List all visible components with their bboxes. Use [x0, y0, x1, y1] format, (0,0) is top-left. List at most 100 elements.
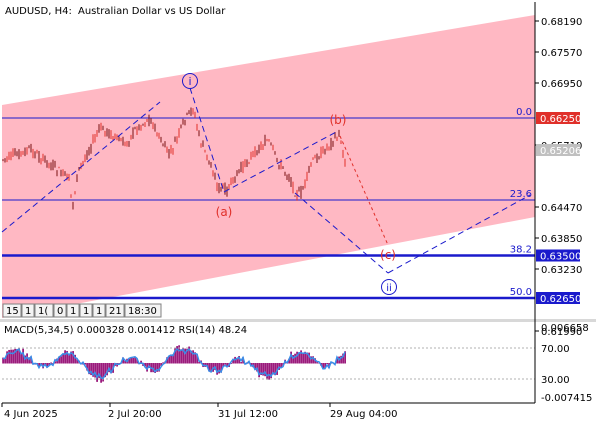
indicator-label: MACD(5,34,5) 0.000328 0.001412 RSI(14) 4… — [4, 325, 247, 336]
macd-bar — [122, 357, 124, 364]
toolbar-button[interactable] — [53, 303, 67, 318]
macd-bar — [94, 363, 96, 378]
macd-bar — [146, 363, 148, 372]
macd-bar — [308, 352, 310, 364]
price-tick-label: 0.61990 — [541, 327, 582, 338]
wave-label-ii: ii — [381, 279, 397, 295]
toolbar-button[interactable] — [124, 303, 162, 318]
macd-bar — [62, 353, 64, 364]
macd-bar — [186, 348, 188, 364]
macd-bar — [110, 363, 112, 374]
macd-bar — [264, 363, 266, 377]
macd-bar — [226, 363, 228, 367]
toolbar-button[interactable] — [21, 303, 35, 318]
macd-bar — [182, 347, 184, 364]
macd-bar — [20, 353, 22, 364]
macd-bar — [96, 363, 98, 382]
macd-bar — [102, 363, 104, 382]
panel-separator[interactable] — [0, 319, 596, 322]
toolbar-button[interactable] — [2, 303, 22, 318]
macd-bar — [176, 346, 178, 364]
macd-bar — [340, 355, 342, 364]
macd-bar — [324, 363, 326, 369]
current-price-tag: 0.65206 — [536, 144, 581, 157]
toolbar-button-label: 15 — [6, 306, 19, 317]
macd-bar — [188, 346, 190, 364]
macd-bar — [274, 363, 276, 376]
wave-label-b: (b) — [330, 113, 347, 127]
macd-bar — [272, 363, 274, 375]
macd-bar — [210, 363, 212, 373]
price-tick-label: 0.63230 — [541, 265, 582, 276]
macd-bar — [180, 349, 182, 364]
macd-bar — [278, 363, 280, 370]
macd-bar — [124, 360, 126, 364]
macd-bar — [196, 354, 198, 364]
toolbar-button[interactable] — [92, 303, 106, 318]
macd-bar — [316, 361, 318, 364]
time-axis[interactable]: 4 Jun 2025 2 Jul 20:00 31 Jul 12:00 29 A… — [1, 403, 397, 420]
toolbar-button[interactable] — [66, 303, 80, 318]
toolbar-button-label: 1 — [25, 306, 31, 317]
macd-bar — [300, 350, 302, 364]
toolbar-button-label: 1 — [96, 306, 102, 317]
macd-bar — [190, 350, 192, 364]
macd-bar — [262, 363, 264, 376]
price-axis[interactable]: 0.681900.675700.669500.657100.644700.638… — [535, 17, 582, 338]
macd-bar — [136, 358, 138, 364]
candlestick-series — [2, 107, 346, 210]
wave-label-a: (a) — [216, 205, 233, 219]
macd-bar — [326, 363, 328, 365]
svg-text:i: i — [188, 75, 191, 88]
macd-bar — [144, 363, 146, 367]
macd-bar — [290, 351, 292, 364]
one-click-toolbar[interactable]: 15 1 1(0 1 1 1 21 18:30 — [2, 303, 162, 318]
macd-bar — [106, 363, 108, 376]
macd-bar — [132, 357, 134, 364]
macd-bar — [298, 352, 300, 364]
macd-bar — [50, 362, 52, 364]
toolbar-button-label: 1( — [38, 306, 48, 317]
macd-bar — [268, 363, 270, 380]
wave-lines — [1, 87, 531, 274]
toolbar-button[interactable] — [105, 303, 125, 318]
macd-bar — [2, 357, 4, 364]
macd-bar — [54, 361, 56, 364]
macd-bar — [22, 348, 24, 364]
macd-bar — [30, 356, 32, 364]
toolbar-button-label: 21 — [109, 306, 122, 317]
time-label-2: 2 Jul 20:00 — [108, 409, 162, 420]
macd-bar — [70, 351, 72, 364]
macd-bar — [218, 363, 220, 374]
macd-bar — [68, 354, 70, 364]
macd-bar — [238, 355, 240, 364]
toolbar-button-label: 0 — [57, 306, 63, 317]
rsi-line — [2, 348, 346, 380]
level-price-tags: 0.66250 0.63500 0.62650 — [536, 112, 581, 305]
macd-bar — [296, 351, 298, 364]
ind-tick-min: -0.007415 — [541, 393, 592, 404]
macd-bar — [208, 363, 210, 372]
ind-tick-30: 30.00 — [541, 375, 570, 386]
toolbar-button[interactable] — [34, 303, 54, 318]
macd-bar — [288, 358, 290, 364]
macd-bar — [304, 351, 306, 364]
macd-bar — [84, 363, 86, 365]
indicator-panel[interactable] — [2, 322, 535, 402]
toolbar-button[interactable] — [79, 303, 93, 318]
macd-bar — [254, 363, 256, 370]
macd-bar — [270, 363, 272, 379]
time-label-1: 4 Jun 2025 — [4, 409, 58, 420]
macd-bar — [302, 353, 304, 364]
toolbar-button-label: 1 — [70, 306, 76, 317]
macd-bar — [174, 347, 176, 364]
price-tick-label: 0.67570 — [541, 48, 582, 59]
macd-bar — [156, 363, 158, 372]
price-tick-label: 0.63850 — [541, 234, 582, 245]
macd-bar — [294, 353, 296, 364]
macd-bar — [58, 356, 60, 364]
macd-bar — [130, 357, 132, 364]
chart-symbol: AUDUSD, H4: — [5, 6, 72, 17]
macd-bar — [242, 357, 244, 364]
